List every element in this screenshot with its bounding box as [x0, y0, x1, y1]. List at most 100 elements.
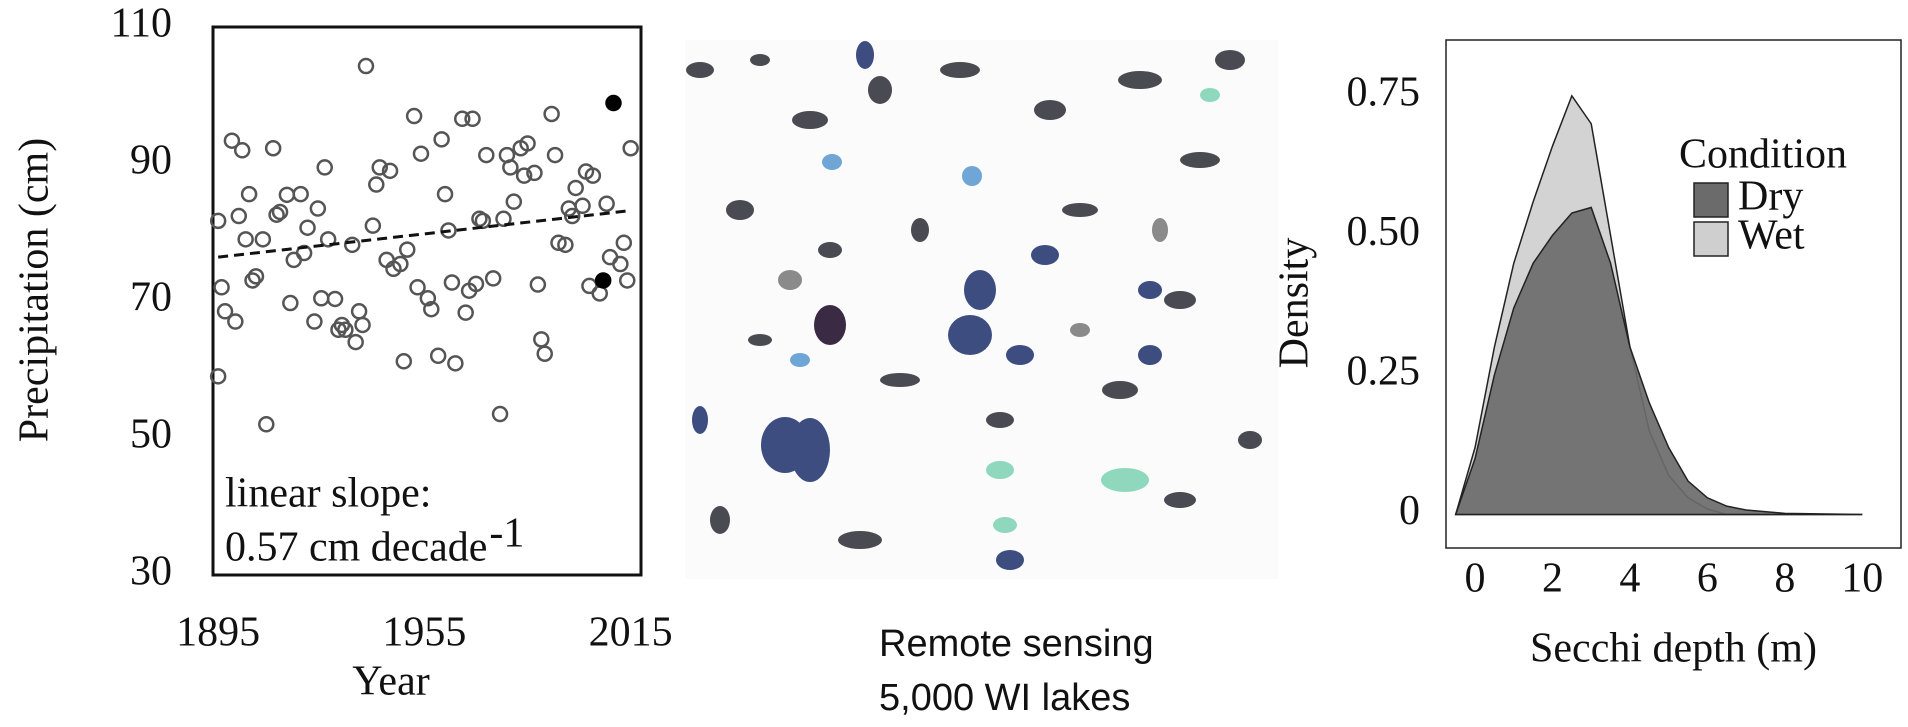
lake	[1138, 281, 1162, 299]
page: {"chart_data": [ {"type": "scatter", "yl…	[0, 0, 1908, 727]
data-point	[624, 141, 638, 155]
data-point	[493, 407, 507, 421]
annotation: linear slope:	[225, 471, 431, 517]
y-tick-label: 0.50	[1347, 209, 1421, 255]
y-tick-label: 70	[130, 275, 172, 321]
x-tick-label: 1895	[176, 610, 260, 656]
data-point	[438, 187, 452, 201]
lake	[948, 315, 992, 355]
x-tick-label: 10	[1841, 556, 1883, 602]
data-point	[479, 148, 493, 162]
lake	[750, 54, 770, 66]
x-tick-label: 2	[1542, 556, 1563, 602]
y-axis-label: Precipitation (cm)	[12, 138, 58, 442]
data-point	[215, 280, 229, 294]
lake	[1118, 71, 1162, 89]
data-point	[448, 356, 462, 370]
data-point	[228, 315, 242, 329]
data-point	[545, 107, 559, 121]
x-tick-label: 0	[1465, 556, 1486, 602]
data-point	[486, 271, 500, 285]
data-point	[620, 273, 634, 287]
lake	[822, 154, 842, 170]
data-point	[280, 188, 294, 202]
data-point	[311, 202, 325, 216]
lake	[1101, 468, 1149, 492]
lake	[1200, 88, 1220, 102]
data-point	[345, 238, 359, 252]
data-point	[466, 112, 480, 126]
data-point	[359, 59, 373, 73]
y-axis-label: Density	[1272, 238, 1318, 369]
lake	[1034, 100, 1066, 120]
y-tick-label: 30	[130, 549, 172, 595]
lake	[790, 353, 810, 367]
data-point	[596, 273, 610, 287]
lake	[856, 41, 874, 69]
data-point	[259, 417, 273, 431]
lake	[1180, 152, 1220, 168]
lake	[1070, 323, 1090, 337]
data-point	[239, 232, 253, 246]
lake	[1031, 245, 1059, 265]
y-tick-label: 90	[130, 138, 172, 184]
lake	[1138, 345, 1162, 365]
lake	[993, 517, 1017, 533]
data-point	[431, 349, 445, 363]
x-tick-label: 4	[1619, 556, 1640, 602]
data-point	[507, 195, 521, 209]
lake-group	[814, 305, 846, 345]
data-point	[366, 219, 380, 233]
annotation: 0.57 cm decade	[225, 525, 487, 571]
lake	[1164, 291, 1196, 309]
data-point	[617, 236, 631, 250]
legend-key	[1694, 222, 1728, 256]
data-point	[407, 109, 421, 123]
data-point	[613, 257, 627, 271]
lake	[1006, 345, 1034, 365]
data-point	[569, 181, 583, 195]
lake	[778, 270, 802, 290]
lake	[962, 166, 982, 186]
lake	[1102, 381, 1138, 399]
data-point	[283, 296, 297, 310]
y-tick-label: 110	[111, 1, 172, 47]
lake	[1238, 431, 1262, 449]
data-point	[256, 232, 270, 246]
caption: Remote sensing	[879, 623, 1154, 665]
x-tick-label: 8	[1774, 556, 1795, 602]
x-axis-label: Year	[352, 659, 429, 705]
y-tick-label: 0.75	[1347, 69, 1421, 115]
data-point	[435, 132, 449, 146]
data-point	[534, 332, 548, 346]
lake	[814, 305, 846, 345]
caption: 5,000 WI lakes	[879, 677, 1130, 719]
data-point	[249, 269, 263, 283]
x-tick-label: 6	[1697, 556, 1718, 602]
data-point	[349, 335, 363, 349]
satellite-image	[685, 40, 1278, 579]
data-point	[414, 147, 428, 161]
lake	[986, 461, 1014, 479]
y-tick-label: 50	[130, 412, 172, 458]
data-point	[576, 199, 590, 213]
data-point	[242, 187, 256, 201]
data-point	[400, 243, 414, 257]
lake	[710, 506, 730, 534]
lake	[692, 406, 708, 434]
lake	[1164, 492, 1196, 508]
figure: 30507090110189519552015YearPrecipitation…	[0, 0, 1908, 727]
lake	[868, 76, 892, 104]
lake	[940, 62, 980, 78]
legend-title: Condition	[1679, 132, 1847, 178]
data-point	[369, 178, 383, 192]
data-point	[600, 197, 614, 211]
data-point	[235, 143, 249, 157]
data-point	[266, 141, 280, 155]
data-point	[538, 347, 552, 361]
data-point	[531, 278, 545, 292]
annotation-superscript: -1	[489, 511, 524, 557]
data-point	[606, 96, 620, 110]
lake	[996, 550, 1024, 570]
data-point	[294, 187, 308, 201]
